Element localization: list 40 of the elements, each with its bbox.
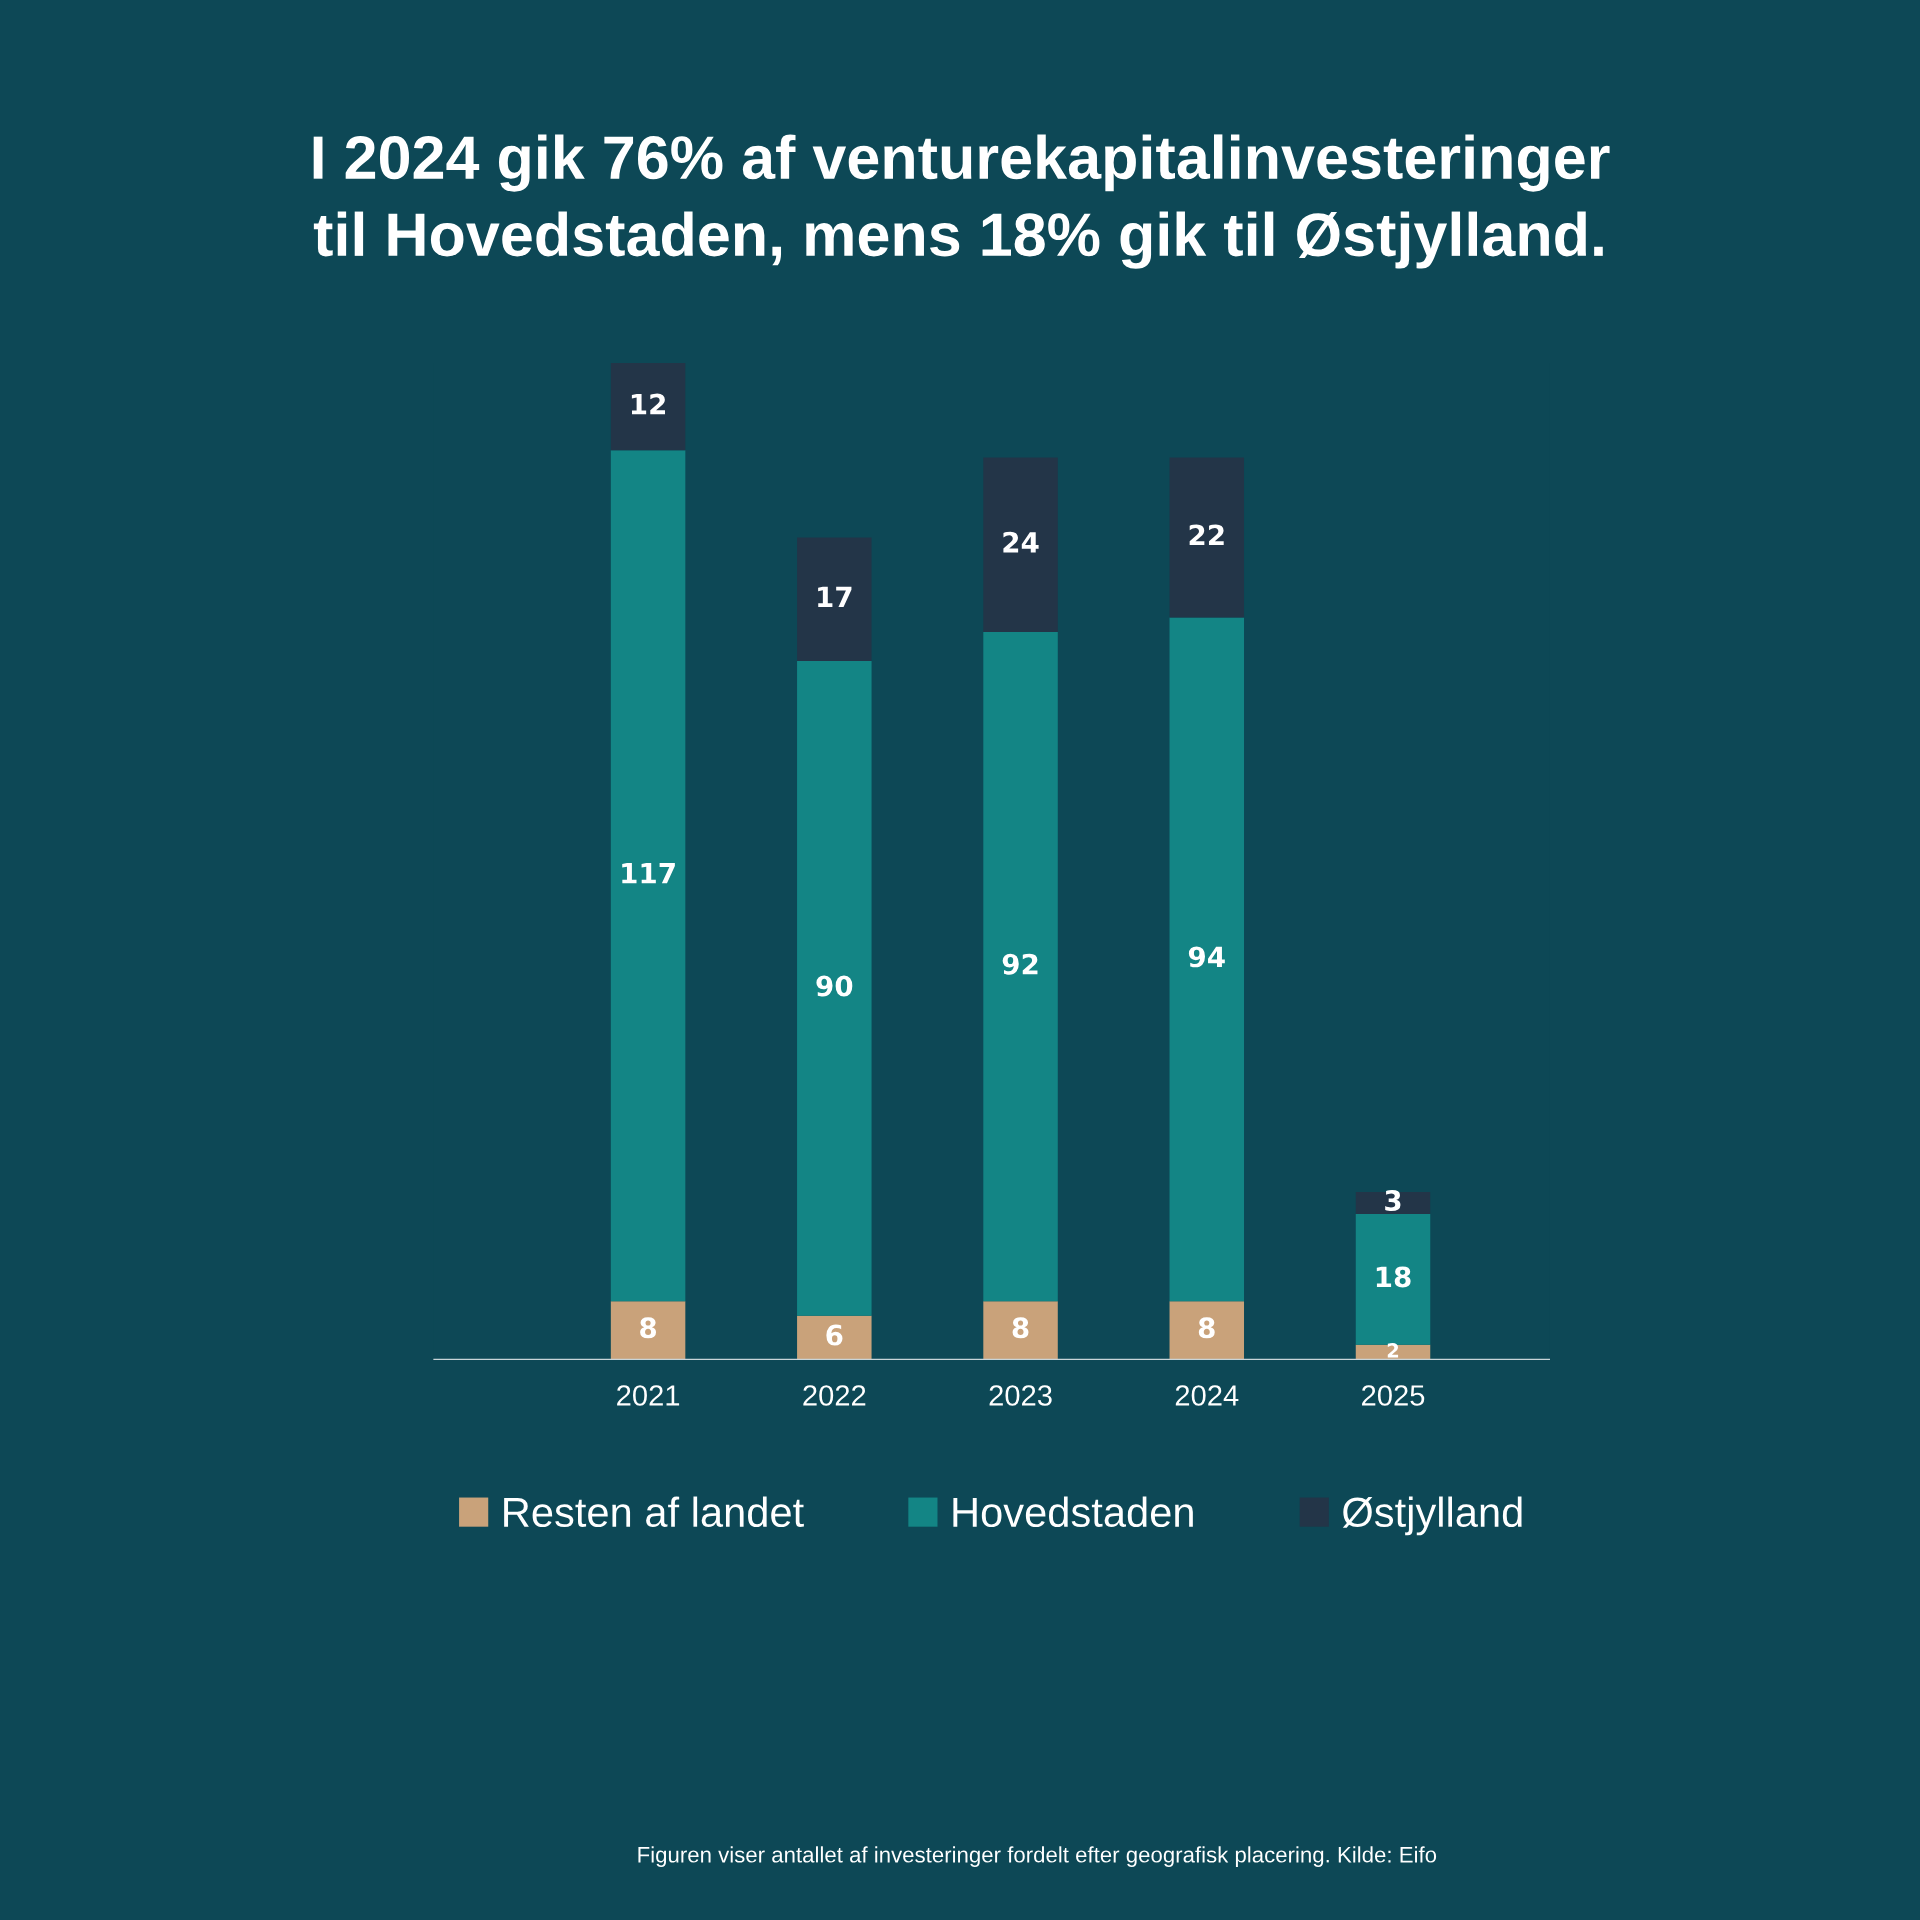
x-tick-label: 2025: [1362, 1385, 1425, 1406]
text: Figuren viser antallet af investeringer fordelt efter geografisk placering. Kilde: Eifo: [638, 1846, 1437, 1867]
bar: [797, 661, 872, 1316]
data-label: 3: [1385, 1190, 1401, 1212]
chart-title: I 2024 gik 76% af venturekapitalinvesteringer til Hovedstaden, mens 18% gik til Østjylland.: [313, 134, 1610, 269]
bar: [1355, 1213, 1431, 1345]
bar: [983, 1301, 1058, 1360]
data-label: 6: [826, 1324, 843, 1346]
bar: [797, 537, 872, 662]
x-tick-label: 2023: [989, 1385, 1052, 1406]
bar: [610, 450, 686, 1302]
legend-label: Hovedstaden: [953, 1496, 1193, 1528]
data-label: 8: [1012, 1317, 1029, 1339]
x-tick-label: 2022: [803, 1385, 866, 1406]
bar: [983, 457, 1058, 632]
data-label: 8: [1198, 1317, 1215, 1339]
legend-label: Resten af landet: [504, 1496, 804, 1528]
data-label: 22: [1189, 524, 1224, 546]
legend-label: Østjylland: [1342, 1496, 1522, 1536]
data-label: 12: [631, 393, 665, 415]
bar: [1355, 1192, 1431, 1214]
data-label: 24: [1003, 531, 1039, 553]
bar: [1169, 1301, 1245, 1360]
x-tick-label: 2021: [617, 1385, 680, 1406]
data-label: 92: [1002, 953, 1038, 975]
bar: [610, 362, 686, 451]
data-label: 94: [1188, 946, 1225, 968]
x-tick-label: 2024: [1175, 1385, 1239, 1406]
bar: [797, 1315, 872, 1360]
data-label: 90: [816, 975, 853, 997]
bar: [1355, 1344, 1431, 1360]
data-label: 117: [622, 863, 675, 884]
bar: [983, 632, 1058, 1302]
bar: [1169, 457, 1245, 618]
data-label: 2: [1387, 1343, 1399, 1358]
bar: [610, 1301, 686, 1360]
bar: [1169, 617, 1245, 1302]
data-label: 8: [640, 1317, 657, 1339]
data-label: 17: [818, 586, 852, 607]
data-label: 18: [1376, 1266, 1411, 1288]
